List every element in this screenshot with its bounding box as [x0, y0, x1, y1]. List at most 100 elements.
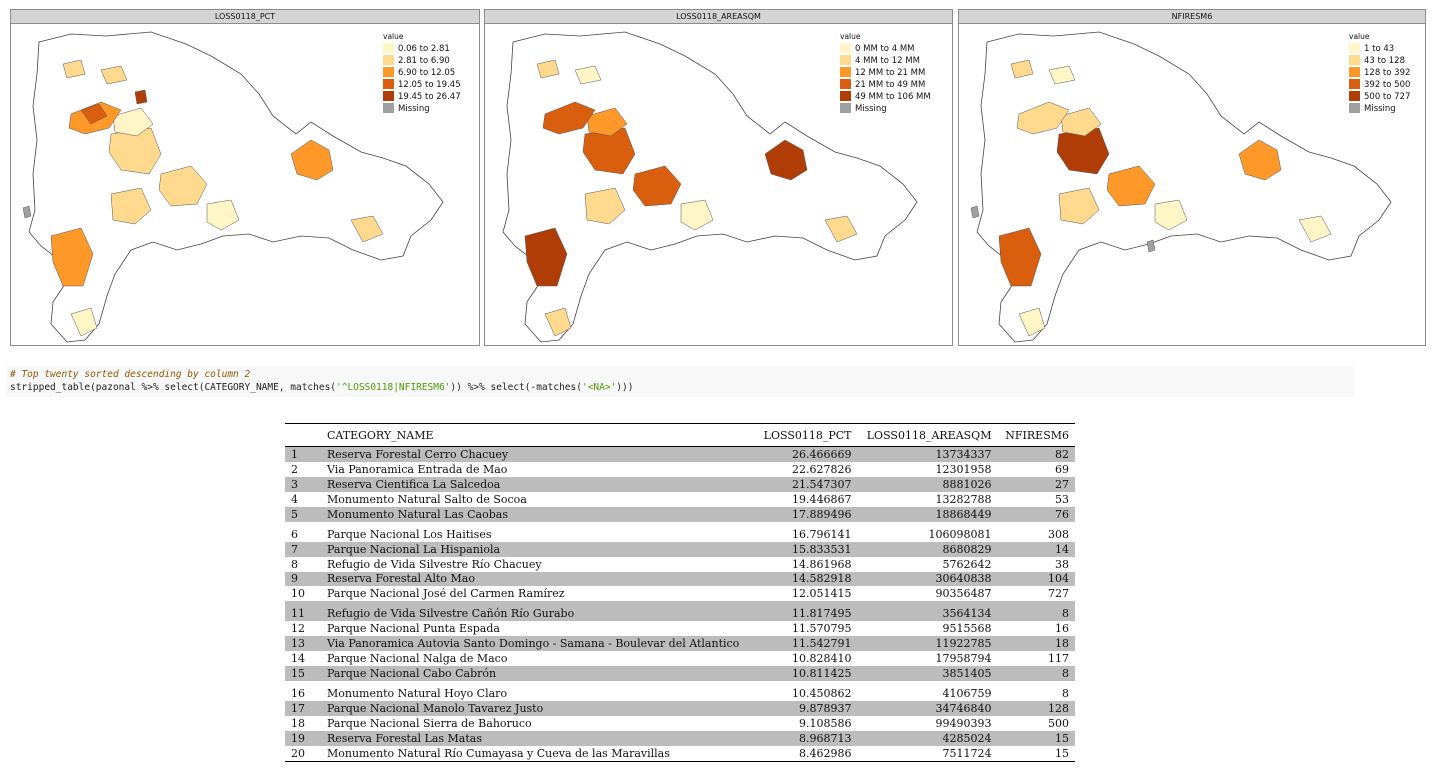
table-row: 17 Parque Nacional Manolo Tavarez Justo 9.… [285, 701, 1075, 716]
table-cell: 308 [1048, 527, 1069, 541]
table-row: 3 Reserva Cientifica La Salcedoa 21.547307… [285, 476, 1075, 492]
table-cell: 13734337 [857, 446, 998, 462]
row-index-cell: 16 [291, 687, 305, 701]
column-header [285, 424, 321, 447]
table-cell: Monumento Natural Río Cumayasa y Cueva d… [321, 745, 756, 762]
legend-label: 500 to 727 [1364, 92, 1411, 102]
column-header: LOSS0118_AREASQM [866, 428, 992, 442]
legend-item: 19.45 to 26.47 [383, 91, 461, 103]
table-cell: 106098081 [928, 527, 992, 541]
row-index-cell: 9 [285, 571, 321, 587]
table-cell: 99490393 [935, 716, 992, 730]
code-text: stripped_table(pazonal %>% select(CATEGO… [10, 382, 337, 393]
row-index-cell: 4 [291, 492, 298, 506]
table-row: 9 Reserva Forestal Alto Mao 14.582918 30640… [285, 571, 1075, 587]
row-index-cell: 6 [291, 527, 298, 541]
table-cell: 11.817495 [755, 601, 858, 622]
table-cell: 8680829 [857, 541, 998, 557]
legend-item: 6.90 to 12.05 [383, 67, 461, 79]
legend-item: Missing [383, 103, 461, 115]
table-cell: Parque Nacional La Hispaniola [321, 541, 756, 557]
table-cell: 76 [997, 506, 1075, 522]
table-cell: 18 [997, 636, 1075, 652]
table-cell: 128 [997, 701, 1075, 716]
legend-label: 4 MM to 12 MM [855, 56, 920, 66]
table-row: 1 Reserva Forestal Cerro Chacuey 26.466669… [285, 446, 1075, 462]
table-cell: Parque Nacional Nalga de Maco [327, 652, 508, 666]
table-cell: 500 [1048, 716, 1069, 730]
code-string: '^LOSS0118|NFIRESM6' [336, 382, 451, 393]
table-cell: 9515568 [942, 622, 992, 636]
table-cell: 27 [997, 476, 1075, 492]
code-string: '<NA>' [581, 382, 617, 393]
legend-item: 0.06 to 2.81 [383, 43, 461, 55]
table-cell: 10.811425 [755, 666, 858, 682]
table-cell: 14.582918 [755, 571, 858, 587]
code-text: ))) [616, 382, 634, 393]
legend-swatch [383, 67, 394, 77]
legend-swatch [840, 55, 851, 65]
table-row: 12 Parque Nacional Punta Espada 11.570795 9… [285, 621, 1075, 636]
map-legend: value 1 to 43 43 to 128 128 to 392 392 t… [1349, 32, 1410, 115]
country-outline [976, 31, 1392, 343]
table-cell: 15 [997, 745, 1075, 762]
table-cell: Monumento Natural Hoyo Claro [327, 687, 508, 701]
table-cell: 9.108586 [799, 716, 852, 730]
row-index-cell: 14 [291, 652, 305, 666]
map-panel-nfiresm6: NFIRESM6 value 1 to 43 43 to 128 128 to … [958, 9, 1426, 346]
table-cell: Reserva Forestal Las Matas [321, 730, 756, 746]
table-cell: Refugio de Vida Silvestre Río Chacuey [327, 557, 542, 571]
choropleth-map [970, 31, 1392, 343]
legend-label: 128 to 392 [1364, 68, 1411, 78]
table-cell: 8881026 [857, 476, 998, 492]
table-row: 20 Monumento Natural Río Cumayasa y Cueva… [285, 745, 1075, 762]
table-row: 13 Via Panoramica Autovia Santo Domingo -… [285, 636, 1075, 652]
table-cell: 117 [1048, 652, 1069, 666]
legend-item: 4 MM to 12 MM [840, 55, 931, 67]
column-header: NFIRESM6 [1005, 428, 1069, 442]
legend-label: 1 to 43 [1364, 44, 1395, 54]
legend-label: Missing [398, 104, 430, 114]
table-cell: Monumento Natural Salto de Socoa [327, 492, 527, 506]
table-cell: 11.570795 [792, 622, 852, 636]
legend-swatch [383, 55, 394, 65]
table-row: 5 Monumento Natural Las Caobas 17.889496 18… [285, 506, 1075, 522]
legend-swatch [383, 79, 394, 89]
row-index-cell: 12 [291, 622, 305, 636]
table-cell: 82 [997, 446, 1075, 462]
table-cell: 8 [997, 601, 1075, 622]
legend-swatch [840, 91, 851, 101]
table-row: 6 Parque Nacional Los Haitises 16.796141 10… [285, 522, 1075, 542]
table-row: 14 Parque Nacional Nalga de Maco 10.828410… [285, 651, 1075, 666]
results-table: CATEGORY_NAME LOSS0118_PCT LOSS0118_AREA… [285, 423, 1075, 762]
table-header-row: CATEGORY_NAME LOSS0118_PCT LOSS0118_AREA… [285, 423, 1075, 447]
legend-title: value [1349, 32, 1370, 41]
legend-swatch [383, 91, 394, 101]
legend-swatch [1349, 67, 1360, 77]
table-cell: Parque Nacional José del Carmen Ramírez [327, 587, 565, 601]
map-panel-title: LOSS0118_AREASQM [485, 10, 952, 24]
row-index-cell: 10 [291, 587, 305, 601]
legend-item: 49 MM to 106 MM [840, 91, 931, 103]
table-cell: Monumento Natural Las Caobas [321, 506, 756, 522]
table-cell: 69 [1055, 462, 1069, 476]
table-cell: 727 [1048, 587, 1069, 601]
table-cell: 34746840 [857, 701, 998, 716]
legend-item: 0 MM to 4 MM [840, 43, 931, 55]
table-cell: 26.466669 [755, 446, 858, 462]
table-cell: 14.861968 [792, 557, 852, 571]
table-cell: 12301958 [935, 462, 992, 476]
table-cell: 16 [1055, 622, 1069, 636]
legend-label: 49 MM to 106 MM [855, 92, 931, 102]
table-row: 8 Refugio de Vida Silvestre Río Chacuey 14… [285, 557, 1075, 572]
table-cell: 12.051415 [792, 587, 852, 601]
legend-label: 2.81 to 6.90 [398, 56, 450, 66]
row-index-cell: 3 [285, 476, 321, 492]
code-line: stripped_table(pazonal %>% select(CATEGO… [10, 381, 1350, 394]
table-cell: Reserva Cientifica La Salcedoa [321, 476, 756, 492]
row-index-cell: 8 [291, 557, 298, 571]
legend-swatch [840, 67, 851, 77]
table-cell: 30640838 [857, 571, 998, 587]
legend-label: 392 to 500 [1364, 80, 1411, 90]
table-cell: 22.627826 [792, 462, 852, 476]
